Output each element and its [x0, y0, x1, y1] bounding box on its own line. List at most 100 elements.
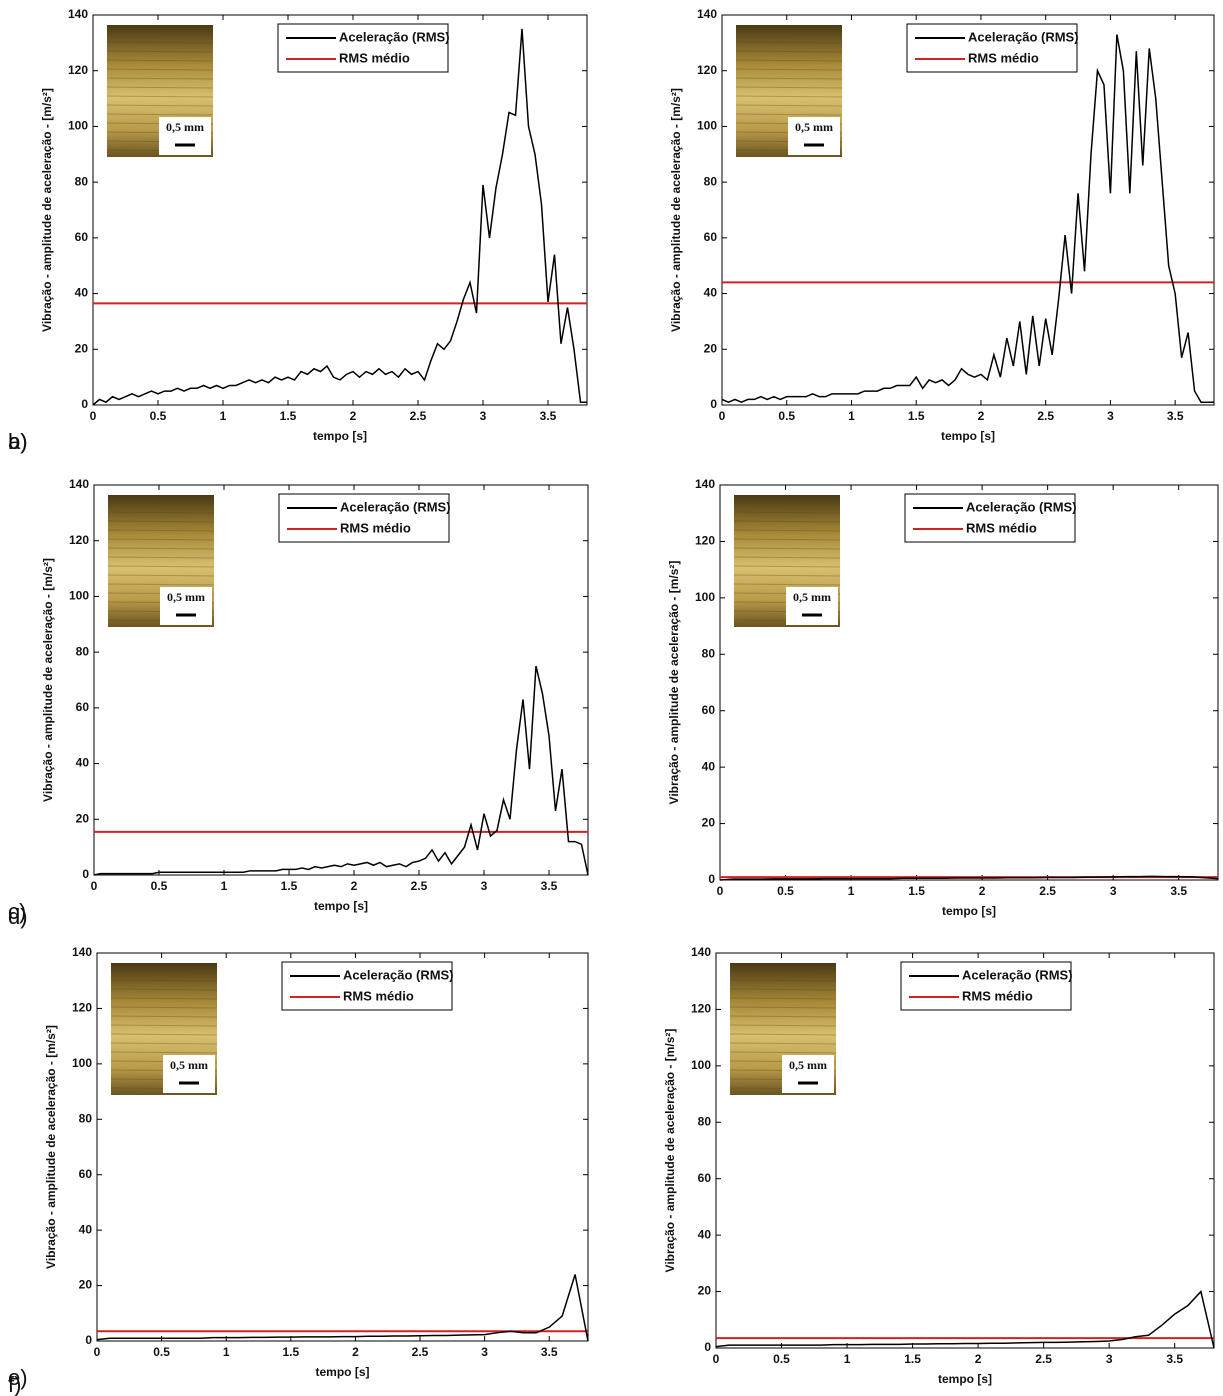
panel-label: e)	[8, 1365, 28, 1390]
y-tick-label: 40	[76, 756, 90, 770]
y-tick-label: 140	[695, 477, 715, 491]
legend-label: RMS médio	[340, 520, 411, 535]
x-tick-label: 2.5	[1037, 409, 1054, 423]
scale-label: 0,5 mm	[167, 590, 205, 604]
x-tick-label: 0.5	[778, 409, 795, 423]
legend-label: RMS médio	[343, 988, 414, 1003]
x-tick-label: 1	[220, 409, 227, 423]
y-tick-label: 100	[72, 1056, 92, 1070]
x-tick-label: 3	[1110, 884, 1117, 898]
scale-label: 0,5 mm	[166, 120, 204, 134]
photo-texture	[733, 502, 841, 505]
photo-texture	[735, 32, 843, 35]
photo-texture	[107, 538, 215, 541]
data-line	[92, 28, 587, 406]
x-tick-label: 2.5	[410, 409, 427, 423]
scale-label: 0,5 mm	[795, 120, 833, 134]
x-tick-label: 3.5	[540, 409, 557, 423]
y-tick-label: 20	[79, 1278, 93, 1292]
panel-label: b)	[8, 429, 28, 454]
legend-box	[281, 961, 453, 1011]
y-axis-label: Vibração - amplitude de aceleração - [m/…	[669, 88, 683, 332]
photo-texture	[107, 529, 215, 532]
x-tick-label: 0	[94, 1345, 101, 1359]
data-line	[719, 875, 1219, 881]
photo-texture	[733, 520, 841, 523]
photo-texture	[110, 1033, 218, 1036]
y-tick-label: 60	[79, 1167, 93, 1181]
data-line	[93, 665, 589, 876]
photo-texture	[110, 979, 218, 982]
photo-texture	[733, 583, 841, 586]
y-tick-label: 80	[702, 646, 716, 660]
x-tick-label: 0	[713, 1352, 720, 1366]
photo-texture	[107, 520, 215, 523]
photo-texture	[729, 1006, 837, 1009]
photo-texture	[107, 511, 215, 514]
x-tick-label: 1.5	[908, 409, 925, 423]
y-tick-label: 120	[68, 63, 88, 77]
x-tick-label: 2	[351, 879, 358, 893]
x-tick-label: 2	[979, 884, 986, 898]
x-tick-label: 3.5	[1166, 1352, 1183, 1366]
x-tick-label: 0.5	[777, 884, 794, 898]
x-tick-label: 3	[1106, 1352, 1113, 1366]
y-tick-label: 20	[76, 811, 90, 825]
x-axis-label: tempo [s]	[313, 429, 367, 443]
x-tick-label: 3	[481, 1345, 488, 1359]
legend-label: RMS médio	[962, 988, 1033, 1003]
photo-texture	[735, 59, 843, 62]
photo-texture	[733, 538, 841, 541]
photo-texture	[110, 988, 218, 991]
photo-texture	[106, 95, 214, 98]
legend-label: RMS médio	[966, 520, 1037, 535]
photo-texture	[735, 113, 843, 116]
data-line	[96, 1274, 589, 1342]
photo-texture	[106, 50, 214, 53]
photo-texture	[735, 77, 843, 80]
y-tick-label: 60	[698, 1171, 712, 1185]
scale-label: 0,5 mm	[170, 1058, 208, 1072]
photo-texture	[110, 997, 218, 1000]
photo-texture	[735, 86, 843, 89]
x-tick-label: 2	[978, 409, 985, 423]
x-tick-label: 3	[481, 879, 488, 893]
x-tick-label: 0	[91, 879, 98, 893]
x-tick-label: 1.5	[904, 1352, 921, 1366]
y-tick-label: 140	[72, 945, 92, 959]
x-tick-label: 2.5	[411, 879, 428, 893]
scale-box	[786, 587, 838, 625]
y-tick-label: 100	[695, 590, 715, 604]
photo-texture	[107, 556, 215, 559]
legend-label: Aceleração (RMS)	[339, 29, 450, 44]
x-axis-label: tempo [s]	[942, 904, 996, 918]
x-tick-label: 2	[352, 1345, 359, 1359]
y-tick-label: 120	[72, 1001, 92, 1015]
y-tick-label: 0	[704, 1340, 711, 1354]
y-tick-label: 140	[691, 945, 711, 959]
x-tick-label: 0.5	[150, 409, 167, 423]
x-tick-label: 0	[719, 409, 726, 423]
y-axis-label: Vibração - amplitude de aceleração - [m/…	[663, 1029, 677, 1273]
photo-texture	[729, 988, 837, 991]
photo-texture	[107, 574, 215, 577]
x-tick-label: 1	[848, 409, 855, 423]
y-tick-label: 60	[704, 230, 718, 244]
y-tick-label: 20	[704, 341, 718, 355]
scale-box	[782, 1055, 834, 1093]
scale-label: 0,5 mm	[793, 590, 831, 604]
legend-box	[900, 961, 1072, 1011]
y-axis-label: Vibração - amplitude de aceleração - [m/…	[40, 88, 54, 332]
y-tick-label: 40	[702, 759, 716, 773]
y-tick-label: 0	[81, 397, 88, 411]
photo-texture	[735, 104, 843, 107]
photo-texture	[106, 68, 214, 71]
y-tick-label: 0	[82, 867, 89, 881]
photo-texture	[729, 970, 837, 973]
photo-texture	[733, 511, 841, 514]
x-tick-label: 1	[223, 1345, 230, 1359]
photo-texture	[110, 1006, 218, 1009]
legend-label: Aceleração (RMS)	[343, 967, 454, 982]
x-axis-label: tempo [s]	[941, 429, 995, 443]
photo-texture	[733, 547, 841, 550]
